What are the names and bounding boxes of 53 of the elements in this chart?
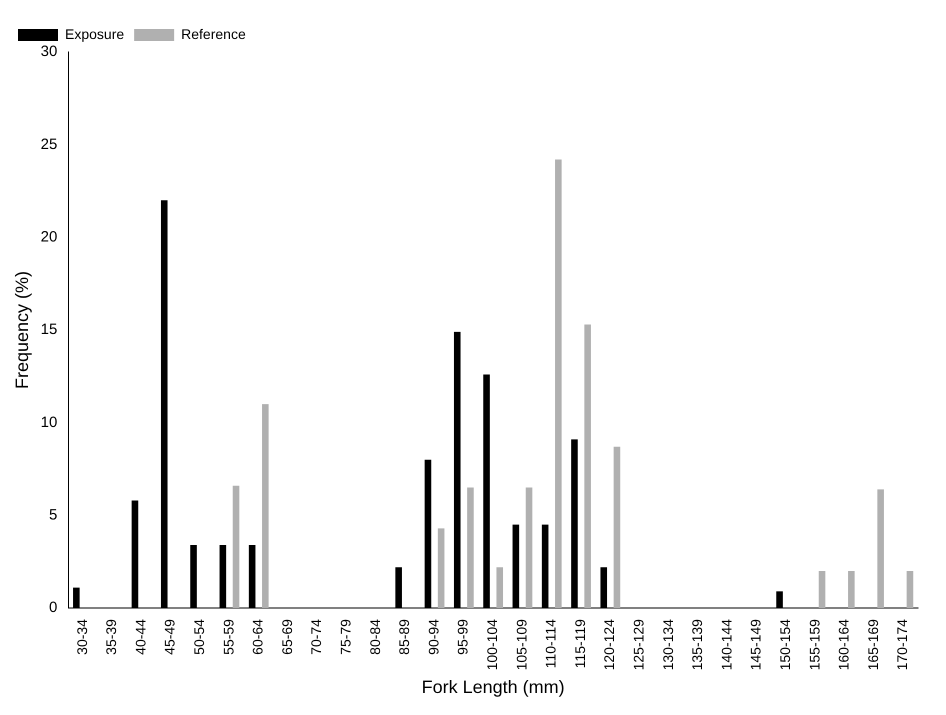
bar xyxy=(438,528,444,608)
x-tick-label: 45-49 xyxy=(162,618,178,655)
x-tick-label: 155-159 xyxy=(806,618,822,670)
bar xyxy=(818,570,826,608)
bar xyxy=(232,486,240,608)
x-tick-label: 105-109 xyxy=(513,618,530,670)
x-tick-label: 70-74 xyxy=(308,618,324,655)
x-tick-label: 165-169 xyxy=(864,618,881,670)
y-axis-title: Frequency (%) xyxy=(12,270,32,390)
bar xyxy=(526,488,532,608)
x-tick-label: 65-69 xyxy=(278,618,295,655)
x-tick-label: 115-119 xyxy=(572,618,588,668)
x-tick-label: 75-79 xyxy=(338,618,354,655)
x-tick-label: 160-164 xyxy=(836,618,852,670)
x-tick-label: 95-99 xyxy=(454,618,471,655)
x-tick-label: 140-144 xyxy=(718,618,734,670)
bar xyxy=(848,570,855,608)
x-tick-label: 60-64 xyxy=(250,618,266,655)
bar xyxy=(467,488,474,608)
x-tick-label: 120-124 xyxy=(601,618,618,670)
bar xyxy=(584,324,591,608)
x-tick-label: 130-134 xyxy=(660,618,676,670)
bar xyxy=(496,567,504,608)
bar xyxy=(262,404,269,608)
x-axis-title: Fork Length (mm) xyxy=(422,677,565,698)
x-tick-label: 30-34 xyxy=(74,618,90,655)
x-tick-label: 85-89 xyxy=(396,618,412,655)
x-tick-label: 40-44 xyxy=(132,618,148,655)
x-tick-label: 100-104 xyxy=(484,618,500,670)
x-tick-label: 135-139 xyxy=(689,618,706,670)
bar xyxy=(906,570,914,608)
legend-label: Exposure xyxy=(65,26,124,42)
x-tick-label: 80-84 xyxy=(366,618,383,655)
x-tick-label: 50-54 xyxy=(190,618,207,655)
x-tick-label: 170-174 xyxy=(894,618,910,670)
y-tick-label: 15 xyxy=(40,321,58,338)
x-tick-label: 145-149 xyxy=(748,618,764,670)
x-tick-label: 125-129 xyxy=(630,618,647,670)
bar xyxy=(877,489,884,608)
y-tick-label: 20 xyxy=(40,228,58,246)
x-tick-label: 35-39 xyxy=(103,618,120,655)
y-tick-label: 10 xyxy=(40,414,58,431)
y-tick-label: 25 xyxy=(40,136,58,153)
x-tick-label: 150-154 xyxy=(777,618,794,670)
x-tick-label: 90-94 xyxy=(425,618,442,655)
bar xyxy=(614,446,620,608)
y-tick-label: 5 xyxy=(48,506,58,524)
legend-label: Reference xyxy=(181,26,246,42)
y-tick-label: 0 xyxy=(48,599,58,616)
y-tick-label: 30 xyxy=(40,43,58,60)
x-tick-label: 55-59 xyxy=(220,618,236,655)
bar xyxy=(555,160,562,608)
x-tick-label: 110-114 xyxy=(542,618,559,668)
